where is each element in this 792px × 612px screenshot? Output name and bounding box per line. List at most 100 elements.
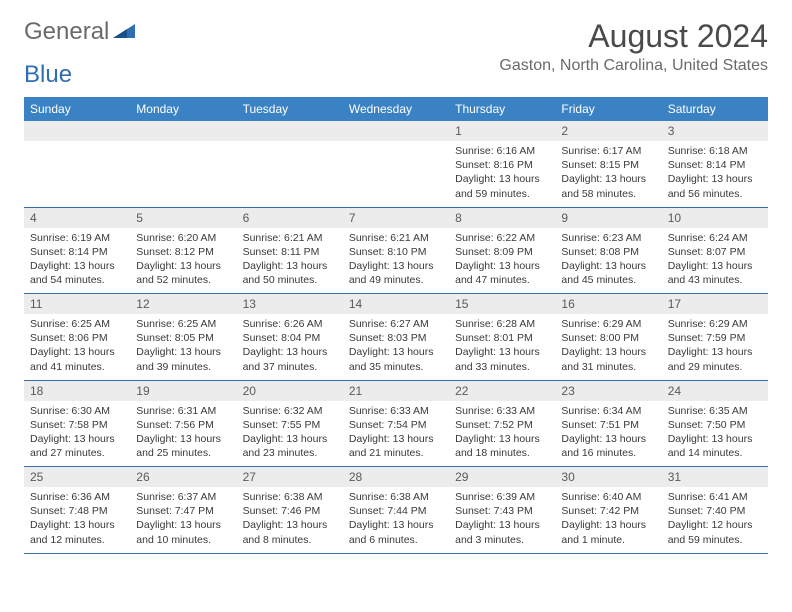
sunrise-line: Sunrise: 6:38 AM <box>243 490 337 504</box>
day-number: 26 <box>130 467 236 487</box>
sunset-line: Sunset: 7:42 PM <box>561 504 655 518</box>
sunset-line: Sunset: 8:14 PM <box>30 245 124 259</box>
daylight-line: Daylight: 13 hours and 12 minutes. <box>30 518 124 546</box>
day-number-cell: 8 <box>449 207 555 228</box>
sunset-line: Sunset: 8:03 PM <box>349 331 443 345</box>
sunrise-line: Sunrise: 6:25 AM <box>136 317 230 331</box>
day-number: 6 <box>237 208 343 228</box>
day-number-cell: 21 <box>343 380 449 401</box>
weekday-header: Wednesday <box>343 97 449 121</box>
month-title: August 2024 <box>499 18 768 55</box>
sunset-line: Sunset: 7:44 PM <box>349 504 443 518</box>
sunrise-line: Sunrise: 6:33 AM <box>349 404 443 418</box>
daylight-line: Daylight: 13 hours and 35 minutes. <box>349 345 443 373</box>
daylight-line: Daylight: 13 hours and 59 minutes. <box>455 172 549 200</box>
sunset-line: Sunset: 7:58 PM <box>30 418 124 432</box>
day-number-cell: 20 <box>237 380 343 401</box>
sunset-line: Sunset: 7:50 PM <box>668 418 762 432</box>
sunrise-line: Sunrise: 6:41 AM <box>668 490 762 504</box>
day-number-cell: 16 <box>555 294 661 315</box>
day-number: 2 <box>555 121 661 141</box>
day-number: 25 <box>24 467 130 487</box>
week-body-row: Sunrise: 6:16 AMSunset: 8:16 PMDaylight:… <box>24 141 768 207</box>
day-details: Sunrise: 6:25 AMSunset: 8:05 PMDaylight:… <box>130 314 236 378</box>
sunrise-line: Sunrise: 6:30 AM <box>30 404 124 418</box>
day-details: Sunrise: 6:28 AMSunset: 8:01 PMDaylight:… <box>449 314 555 378</box>
sunrise-line: Sunrise: 6:29 AM <box>561 317 655 331</box>
day-body-cell: Sunrise: 6:30 AMSunset: 7:58 PMDaylight:… <box>24 401 130 467</box>
day-body-cell: Sunrise: 6:25 AMSunset: 8:06 PMDaylight:… <box>24 314 130 380</box>
day-number-cell: 14 <box>343 294 449 315</box>
daylight-line: Daylight: 13 hours and 27 minutes. <box>30 432 124 460</box>
day-body-cell: Sunrise: 6:39 AMSunset: 7:43 PMDaylight:… <box>449 487 555 553</box>
sunset-line: Sunset: 7:43 PM <box>455 504 549 518</box>
daylight-line: Daylight: 13 hours and 14 minutes. <box>668 432 762 460</box>
day-number-cell: 18 <box>24 380 130 401</box>
day-details: Sunrise: 6:20 AMSunset: 8:12 PMDaylight:… <box>130 228 236 292</box>
weekday-header: Sunday <box>24 97 130 121</box>
day-details: Sunrise: 6:38 AMSunset: 7:44 PMDaylight:… <box>343 487 449 551</box>
weekday-header: Friday <box>555 97 661 121</box>
daylight-line: Daylight: 13 hours and 6 minutes. <box>349 518 443 546</box>
day-number: 27 <box>237 467 343 487</box>
daylight-line: Daylight: 13 hours and 58 minutes. <box>561 172 655 200</box>
sunset-line: Sunset: 7:56 PM <box>136 418 230 432</box>
day-body-cell: Sunrise: 6:38 AMSunset: 7:44 PMDaylight:… <box>343 487 449 553</box>
sunset-line: Sunset: 8:12 PM <box>136 245 230 259</box>
day-body-cell: Sunrise: 6:41 AMSunset: 7:40 PMDaylight:… <box>662 487 768 553</box>
day-number-cell: 31 <box>662 467 768 488</box>
sunrise-line: Sunrise: 6:33 AM <box>455 404 549 418</box>
day-details: Sunrise: 6:37 AMSunset: 7:47 PMDaylight:… <box>130 487 236 551</box>
daylight-line: Daylight: 13 hours and 33 minutes. <box>455 345 549 373</box>
daylight-line: Daylight: 13 hours and 1 minute. <box>561 518 655 546</box>
day-number-cell: 7 <box>343 207 449 228</box>
sunset-line: Sunset: 8:05 PM <box>136 331 230 345</box>
day-number-cell <box>343 121 449 141</box>
day-details: Sunrise: 6:19 AMSunset: 8:14 PMDaylight:… <box>24 228 130 292</box>
day-details: Sunrise: 6:34 AMSunset: 7:51 PMDaylight:… <box>555 401 661 465</box>
day-body-cell: Sunrise: 6:20 AMSunset: 8:12 PMDaylight:… <box>130 228 236 294</box>
weekday-header: Thursday <box>449 97 555 121</box>
daylight-line: Daylight: 13 hours and 37 minutes. <box>243 345 337 373</box>
sunset-line: Sunset: 8:06 PM <box>30 331 124 345</box>
day-body-cell: Sunrise: 6:36 AMSunset: 7:48 PMDaylight:… <box>24 487 130 553</box>
sunset-line: Sunset: 7:52 PM <box>455 418 549 432</box>
day-body-cell: Sunrise: 6:40 AMSunset: 7:42 PMDaylight:… <box>555 487 661 553</box>
sunset-line: Sunset: 8:07 PM <box>668 245 762 259</box>
day-details: Sunrise: 6:36 AMSunset: 7:48 PMDaylight:… <box>24 487 130 551</box>
day-number: 11 <box>24 294 130 314</box>
day-details: Sunrise: 6:27 AMSunset: 8:03 PMDaylight:… <box>343 314 449 378</box>
sunrise-line: Sunrise: 6:39 AM <box>455 490 549 504</box>
day-details: Sunrise: 6:33 AMSunset: 7:54 PMDaylight:… <box>343 401 449 465</box>
daylight-line: Daylight: 13 hours and 50 minutes. <box>243 259 337 287</box>
daylight-line: Daylight: 13 hours and 47 minutes. <box>455 259 549 287</box>
sunrise-line: Sunrise: 6:35 AM <box>668 404 762 418</box>
day-number: 21 <box>343 381 449 401</box>
sunrise-line: Sunrise: 6:19 AM <box>30 231 124 245</box>
daylight-line: Daylight: 13 hours and 8 minutes. <box>243 518 337 546</box>
day-number: 12 <box>130 294 236 314</box>
day-body-cell: Sunrise: 6:34 AMSunset: 7:51 PMDaylight:… <box>555 401 661 467</box>
sunset-line: Sunset: 8:09 PM <box>455 245 549 259</box>
day-body-cell: Sunrise: 6:21 AMSunset: 8:10 PMDaylight:… <box>343 228 449 294</box>
day-body-cell <box>343 141 449 207</box>
day-details: Sunrise: 6:25 AMSunset: 8:06 PMDaylight:… <box>24 314 130 378</box>
sunrise-line: Sunrise: 6:20 AM <box>136 231 230 245</box>
daylight-line: Daylight: 13 hours and 52 minutes. <box>136 259 230 287</box>
day-number: 13 <box>237 294 343 314</box>
sunrise-line: Sunrise: 6:36 AM <box>30 490 124 504</box>
day-number-cell <box>24 121 130 141</box>
sunrise-line: Sunrise: 6:21 AM <box>349 231 443 245</box>
day-body-cell <box>130 141 236 207</box>
day-details: Sunrise: 6:18 AMSunset: 8:14 PMDaylight:… <box>662 141 768 205</box>
sunrise-line: Sunrise: 6:24 AM <box>668 231 762 245</box>
day-number: 29 <box>449 467 555 487</box>
day-details: Sunrise: 6:24 AMSunset: 8:07 PMDaylight:… <box>662 228 768 292</box>
sunset-line: Sunset: 7:40 PM <box>668 504 762 518</box>
day-number: 9 <box>555 208 661 228</box>
day-details: Sunrise: 6:31 AMSunset: 7:56 PMDaylight:… <box>130 401 236 465</box>
sunset-line: Sunset: 8:01 PM <box>455 331 549 345</box>
week-body-row: Sunrise: 6:25 AM Sunset: 8:06 PM Daylight:… <box>24 314 768 380</box>
day-number-cell: 3 <box>662 121 768 141</box>
day-body-cell: Sunrise: 6:19 AMSunset: 8:14 PMDaylight:… <box>24 228 130 294</box>
